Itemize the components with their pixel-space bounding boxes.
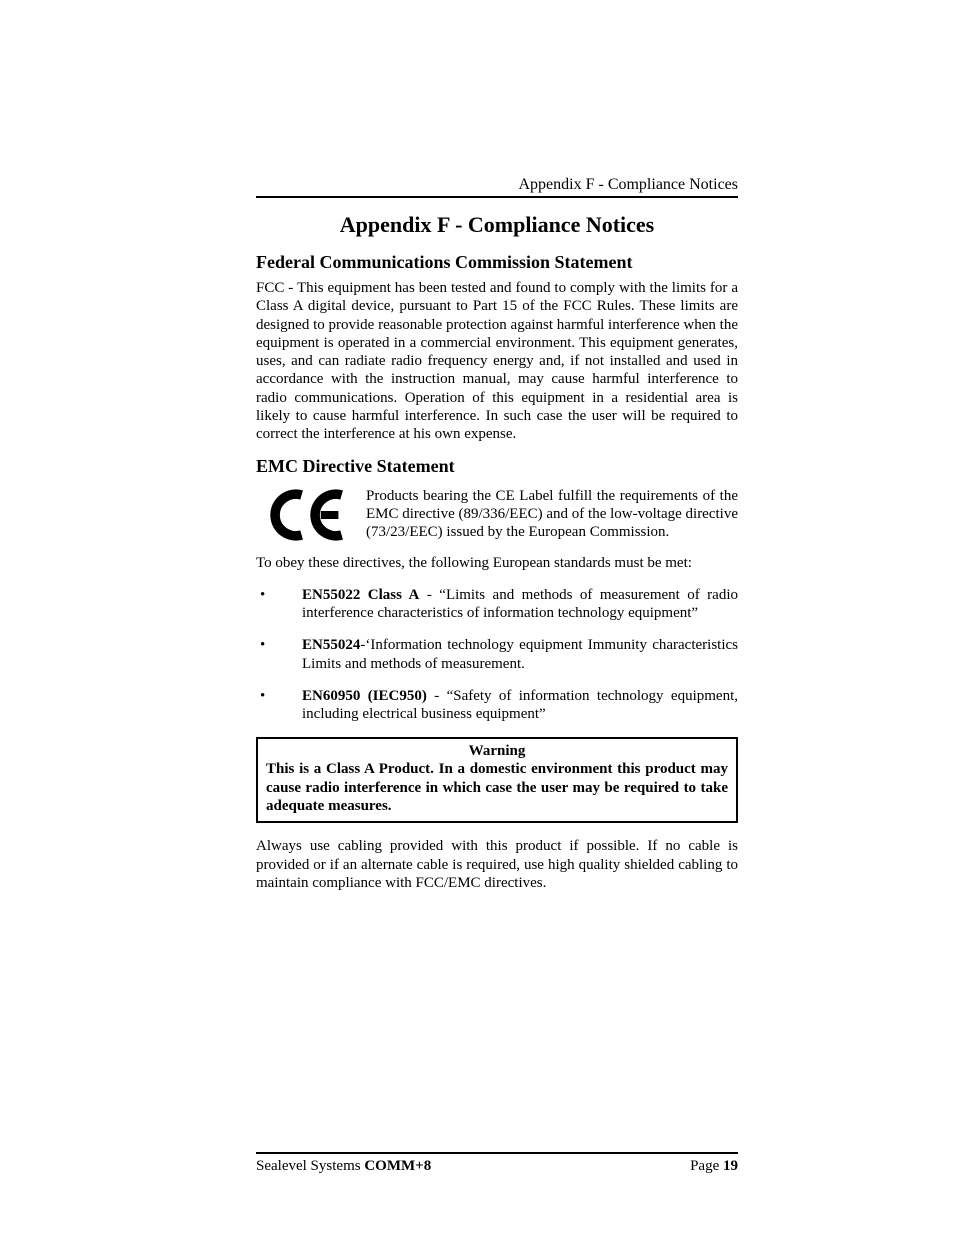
standard-code: EN60950 (IEC950) [302, 688, 427, 704]
standard-sep: - [427, 688, 447, 704]
standard-code: EN55022 Class A [302, 587, 419, 603]
bullet-icon: • [256, 636, 302, 673]
footer-product: COMM+8 [364, 1158, 431, 1174]
standard-desc: ‘Information technology equipment Immuni… [302, 637, 738, 671]
warning-body: This is a Class A Product. In a domestic… [266, 760, 728, 815]
cabling-note: Always use cabling provided with this pr… [256, 837, 738, 892]
footer-page-number: 19 [723, 1158, 738, 1174]
emc-ce-text: Products bearing the CE Label fulfill th… [366, 487, 738, 542]
running-header: Appendix F - Compliance Notices [256, 176, 738, 198]
page-footer: Sealevel Systems COMM+8 Page 19 [256, 1152, 738, 1175]
bullet-icon: • [256, 687, 302, 724]
footer-left: Sealevel Systems COMM+8 [256, 1158, 431, 1175]
warning-title: Warning [266, 743, 728, 760]
standard-code: EN55024 [302, 637, 360, 653]
list-item: • EN55024-‘Information technology equipm… [256, 636, 738, 673]
footer-right: Page 19 [690, 1158, 738, 1175]
ce-mark-icon [268, 487, 348, 543]
page-title: Appendix F - Compliance Notices [256, 212, 738, 238]
standard-sep: - [419, 587, 439, 603]
warning-box: Warning This is a Class A Product. In a … [256, 737, 738, 823]
fcc-body: FCC - This equipment has been tested and… [256, 279, 738, 444]
list-item: • EN60950 (IEC950) - “Safety of informat… [256, 687, 738, 724]
emc-heading: EMC Directive Statement [256, 456, 738, 477]
bullet-icon: • [256, 586, 302, 623]
emc-intro: To obey these directives, the following … [256, 555, 738, 572]
list-item: • EN55022 Class A - “Limits and methods … [256, 586, 738, 623]
emc-row: Products bearing the CE Label fulfill th… [268, 487, 738, 543]
fcc-heading: Federal Communications Commission Statem… [256, 252, 738, 273]
standards-list: • EN55022 Class A - “Limits and methods … [256, 586, 738, 724]
footer-page-label: Page [690, 1158, 723, 1174]
page: Appendix F - Compliance Notices Appendix… [0, 0, 954, 1235]
footer-company: Sealevel Systems [256, 1158, 364, 1174]
